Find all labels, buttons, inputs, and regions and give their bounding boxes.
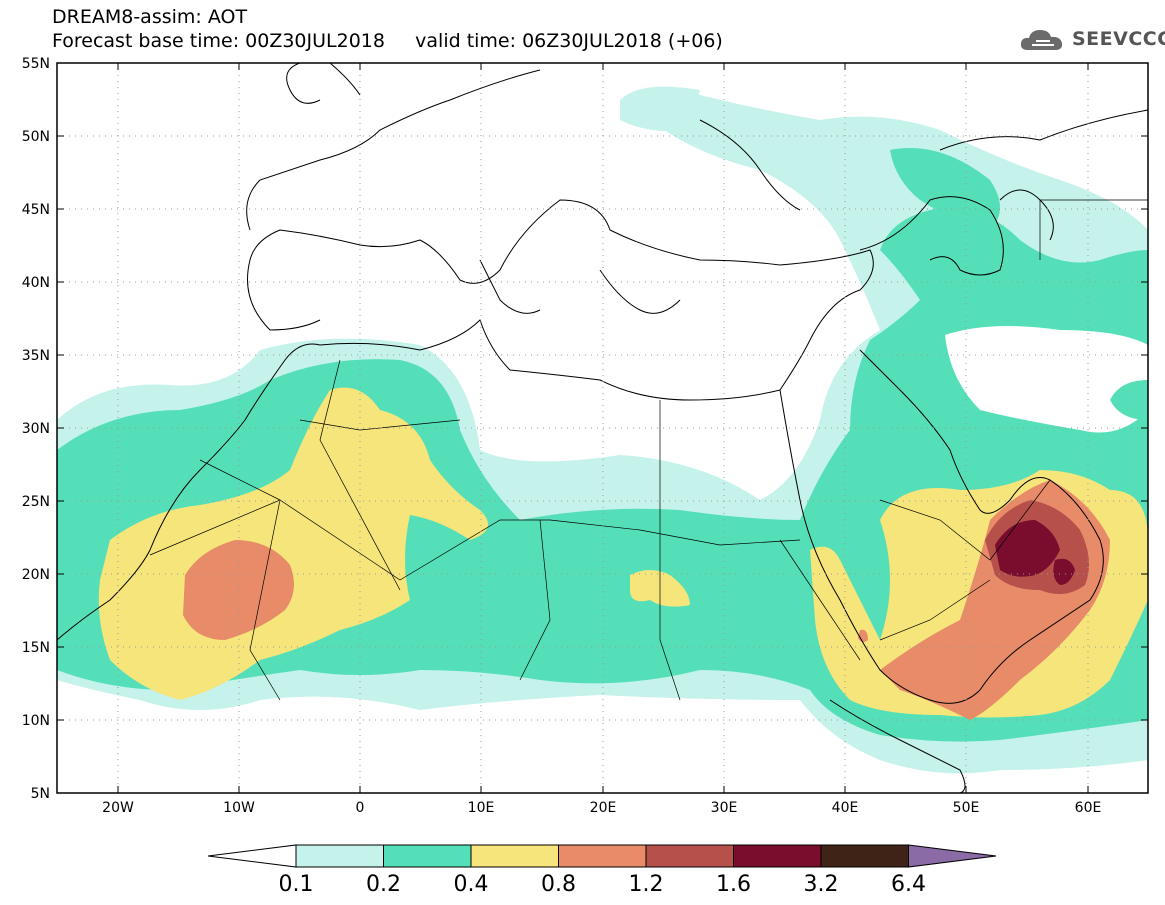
colorbar-swatch [295, 844, 384, 868]
lat-labels: 55N 50N 45N 40N 35N 30N 25N 20N 15N 10N … [22, 56, 50, 802]
axis-ticks [57, 62, 1148, 794]
coastlines [57, 63, 1148, 793]
colorbar-label: 0.2 [366, 872, 401, 897]
map-title: DREAM8-assim: AOT [52, 6, 248, 28]
lat-label: 35N [22, 348, 50, 364]
colorbar [207, 844, 997, 868]
lat-label: 15N [22, 640, 50, 656]
forecast-time-line: Forecast base time: 00Z30JUL2018 valid t… [52, 30, 723, 52]
colorbar-swatch [558, 844, 647, 868]
colorbar-label: 0.4 [454, 872, 489, 897]
colorbar-label: 1.2 [629, 872, 664, 897]
logo-text: SEEVCCC [1072, 28, 1165, 50]
lon-label: 50E [953, 800, 980, 816]
colorbar-upper-arrow [908, 844, 997, 868]
lat-label: 55N [22, 56, 50, 72]
colorbar-lower-arrow [207, 844, 297, 868]
colorbar-swatch [470, 844, 559, 868]
lat-label: 30N [22, 421, 50, 437]
lat-label: 40N [22, 275, 50, 291]
colorbar-label: 6.4 [891, 872, 926, 897]
lon-label: 40E [832, 800, 859, 816]
aot-field [57, 86, 1148, 774]
lat-label: 50N [22, 129, 50, 145]
colorbar-labels: 0.1 0.2 0.4 0.8 1.2 1.6 3.2 6.4 [279, 872, 927, 897]
lon-labels: 20W 10W 0 10E 20E 30E 40E 50E 60E [102, 800, 1101, 816]
colorbar-label: 0.1 [279, 872, 314, 897]
lat-label: 10N [22, 713, 50, 729]
lon-label: 20E [590, 800, 617, 816]
colorbar-label: 0.8 [541, 872, 576, 897]
lat-label: 45N [22, 202, 50, 218]
aot-level-1-6 [995, 520, 1075, 585]
lon-label: 20W [102, 800, 134, 816]
colorbar-label: 3.2 [804, 872, 839, 897]
lon-label: 0 [356, 800, 365, 816]
lon-label: 10W [223, 800, 255, 816]
lon-label: 60E [1075, 800, 1102, 816]
colorbar-swatch [820, 844, 909, 868]
colorbar-swatch [733, 844, 822, 868]
lat-label: 5N [31, 786, 50, 802]
colorbar-swatch [383, 844, 472, 868]
lat-label: 20N [22, 567, 50, 583]
colorbar-swatch [645, 844, 734, 868]
lon-label: 30E [711, 800, 738, 816]
colorbar-label: 1.6 [716, 872, 751, 897]
lat-label: 25N [22, 494, 50, 510]
cloud-icon [1020, 30, 1063, 50]
seevccc-logo: SEEVCCC [1018, 26, 1165, 54]
aot-patch [1110, 380, 1148, 420]
lon-label: 10E [468, 800, 495, 816]
clear-area [945, 326, 1148, 433]
borders [149, 199, 1148, 701]
